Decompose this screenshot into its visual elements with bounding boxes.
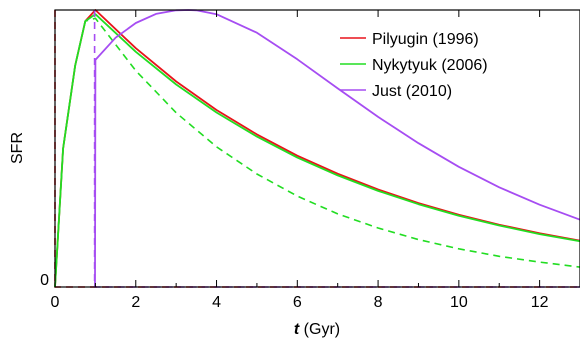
x-tick-label: 10 bbox=[450, 294, 468, 311]
tick-layer: 0 2 4 6 8 10 12 0 bbox=[40, 10, 549, 311]
x-tick-label: 4 bbox=[212, 294, 221, 311]
legend-label-just: Just (2010) bbox=[372, 83, 452, 100]
legend-label-nykytyuk: Nykytyuk (2006) bbox=[372, 57, 488, 74]
x-axis-label-variable: t bbox=[294, 321, 300, 338]
legend-label-pilyugin: Pilyugin (1996) bbox=[372, 31, 479, 48]
series-line-3 bbox=[54, 13, 580, 288]
x-axis-label-unit: (Gyr) bbox=[299, 321, 340, 338]
series-line-5 bbox=[94, 9, 580, 288]
x-tick-label: 2 bbox=[131, 294, 140, 311]
x-tick-label: 0 bbox=[51, 294, 60, 311]
series-line-4 bbox=[54, 17, 580, 288]
x-tick-label: 12 bbox=[531, 294, 549, 311]
series-line-1 bbox=[54, 9, 580, 288]
series-line-6 bbox=[93, 10, 580, 288]
x-tick-label: 6 bbox=[293, 294, 302, 311]
x-tick-label: 8 bbox=[374, 294, 383, 311]
series-layer bbox=[54, 9, 580, 288]
series-line-2 bbox=[54, 10, 580, 288]
plot-frame bbox=[54, 9, 580, 288]
legend: Pilyugin (1996) Nykytyuk (2006) Just (20… bbox=[340, 31, 488, 100]
y-axis-label: SFR bbox=[9, 132, 26, 164]
y-tick-label: 0 bbox=[40, 272, 49, 289]
x-axis-label: t (Gyr) bbox=[294, 321, 340, 338]
